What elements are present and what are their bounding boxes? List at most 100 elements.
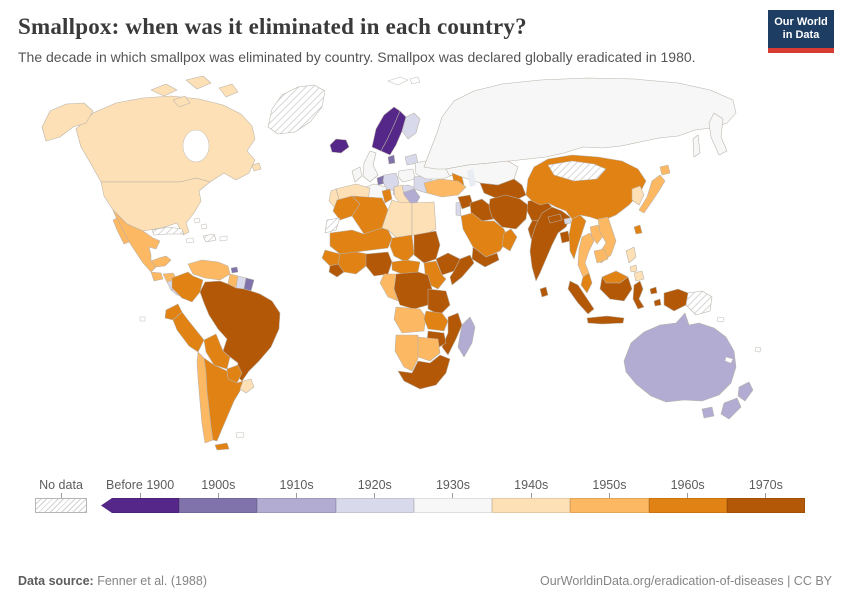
credit-link[interactable]: OurWorldinData.org/eradication-of-diseas… (539, 574, 832, 588)
legend-category-1970s[interactable]: 1970s (726, 478, 805, 513)
map-region-myanmar[interactable] (568, 214, 587, 260)
map-region-papua-new-guinea[interactable] (685, 290, 713, 316)
map-region-colombia[interactable] (171, 271, 204, 303)
map-region-western-sahara[interactable] (324, 217, 341, 234)
map-region-indonesia[interactable] (663, 288, 689, 312)
map-region-brazil[interactable] (199, 280, 281, 382)
legend-category-1940s[interactable]: 1940s (492, 478, 571, 513)
map-region-new-zealand[interactable] (720, 397, 742, 420)
map-region-uruguay[interactable] (239, 378, 255, 394)
map-region-bolivia[interactable] (203, 333, 231, 370)
map-region-philippines[interactable] (629, 264, 638, 273)
legend-category-1900s[interactable]: 1900s (179, 478, 258, 513)
map-region-egypt[interactable] (411, 201, 437, 236)
map-region-indonesia[interactable] (567, 280, 595, 315)
map-region-chad[interactable] (389, 234, 415, 263)
map-region-mozambique[interactable] (441, 312, 463, 356)
map-region-cambodia[interactable] (593, 248, 609, 264)
map-region-greenland[interactable] (267, 84, 326, 135)
map-region-lebanon-israel[interactable] (455, 201, 462, 217)
map-region-united-states[interactable] (41, 102, 94, 142)
legend-category-1960s[interactable]: 1960s (648, 478, 727, 513)
map-region-argentina[interactable] (214, 442, 230, 451)
map-region-indonesia[interactable] (653, 298, 662, 307)
map-region-japan[interactable] (638, 174, 666, 214)
map-region-denmark[interactable] (387, 154, 396, 165)
map-region-canada[interactable] (150, 83, 178, 97)
legend-category-1920s[interactable]: 1920s (335, 478, 414, 513)
map-region-mali-niger[interactable] (329, 227, 393, 255)
map-region-mexico[interactable] (112, 209, 161, 273)
map-region-iran[interactable] (488, 194, 529, 230)
map-region-philippines[interactable] (633, 270, 645, 282)
map-region-senegal-guinea[interactable] (321, 249, 341, 267)
map-region-haiti-dominican-republic[interactable] (202, 233, 217, 243)
legend-category-1930s[interactable]: 1930s (413, 478, 493, 513)
map-region-turkey[interactable] (423, 178, 467, 198)
owid-logo[interactable]: Our World in Data (768, 10, 834, 53)
map-region-angola[interactable] (393, 306, 427, 334)
map-region-australia[interactable] (623, 312, 737, 403)
map-region-namibia[interactable] (394, 334, 419, 372)
map-region-india[interactable] (529, 206, 571, 282)
map-region-indonesia[interactable] (632, 280, 645, 310)
map-region-canada[interactable] (172, 95, 191, 108)
map-region-south-africa[interactable] (397, 354, 451, 390)
map-region-canada[interactable] (218, 83, 239, 98)
map-region-indonesia[interactable] (599, 276, 633, 302)
map-region-bhutan[interactable] (563, 217, 572, 225)
map-region-new-zealand[interactable] (737, 381, 754, 402)
map-region-ghana-c-te-d-ivoire[interactable] (337, 251, 369, 275)
map-region-mexico[interactable] (150, 255, 172, 268)
map-region-north-south-korea[interactable] (631, 185, 645, 206)
map-region-argentina[interactable] (203, 357, 244, 442)
map-region-indonesia[interactable] (649, 286, 658, 295)
map-region-indonesia[interactable] (586, 315, 625, 325)
map-region-mongolia[interactable] (547, 160, 607, 182)
map-region-democratic-republic-of-congo[interactable] (393, 271, 433, 310)
map-region-russia-ussr[interactable] (708, 112, 728, 156)
map-region-canada[interactable] (251, 162, 262, 172)
map-region-japan[interactable] (659, 164, 671, 176)
map-region-sudan[interactable] (413, 230, 441, 264)
map-region-canada[interactable] (75, 95, 256, 183)
map-region-somalia[interactable] (449, 254, 475, 286)
map-region-iceland[interactable] (329, 138, 350, 154)
map-region-bangladesh[interactable] (559, 230, 571, 244)
map-region-philippines[interactable] (625, 246, 637, 264)
map-region-mexico[interactable] (112, 217, 130, 245)
map-region-tanzania[interactable] (427, 288, 451, 316)
map-region-peru[interactable] (172, 311, 205, 353)
map-region-sri-lanka[interactable] (539, 286, 549, 298)
map-region-poland[interactable] (397, 168, 416, 183)
legend-no-data[interactable]: No data (35, 478, 87, 513)
map-region-thailand[interactable] (577, 232, 595, 278)
map-region-botswana[interactable] (417, 336, 441, 362)
map-region-malaysia-peninsular[interactable] (580, 272, 593, 294)
map-region-nepal[interactable] (547, 213, 563, 224)
map-region-cuba[interactable] (151, 226, 185, 236)
map-region-russia-ussr[interactable] (423, 77, 737, 170)
map-region-australia[interactable] (701, 406, 715, 419)
legend-category-label: 1950s (592, 478, 627, 492)
map-region-taiwan[interactable] (633, 224, 643, 235)
map-region-ireland[interactable] (351, 166, 363, 183)
map-region-cameroon-central-african-rep[interactable] (391, 259, 421, 275)
map-region-nigeria[interactable] (365, 251, 393, 277)
legend-category-1950s[interactable]: 1950s (570, 478, 649, 513)
map-region-zambia[interactable] (423, 310, 449, 332)
map-region-russia-ussr[interactable] (692, 134, 701, 158)
legend-category-1910s[interactable]: 1910s (257, 478, 336, 513)
map-region-trinidad-tobago[interactable] (230, 266, 239, 274)
map-region-tunisia[interactable] (381, 188, 393, 204)
map-region-guatemala[interactable] (150, 271, 164, 282)
map-region-oman[interactable] (501, 228, 518, 252)
map-region-gabon-congo[interactable] (379, 273, 399, 302)
map-region-canada[interactable] (185, 75, 212, 90)
map-region-madagascar[interactable] (457, 316, 476, 358)
map-region-finland[interactable] (401, 112, 421, 140)
legend-category-before-1900[interactable]: Before 1900 (101, 478, 180, 513)
map-region-united-kingdom[interactable] (362, 150, 379, 183)
legend-category-label: 1910s (279, 478, 314, 492)
map-region-french-guiana[interactable] (243, 277, 255, 292)
